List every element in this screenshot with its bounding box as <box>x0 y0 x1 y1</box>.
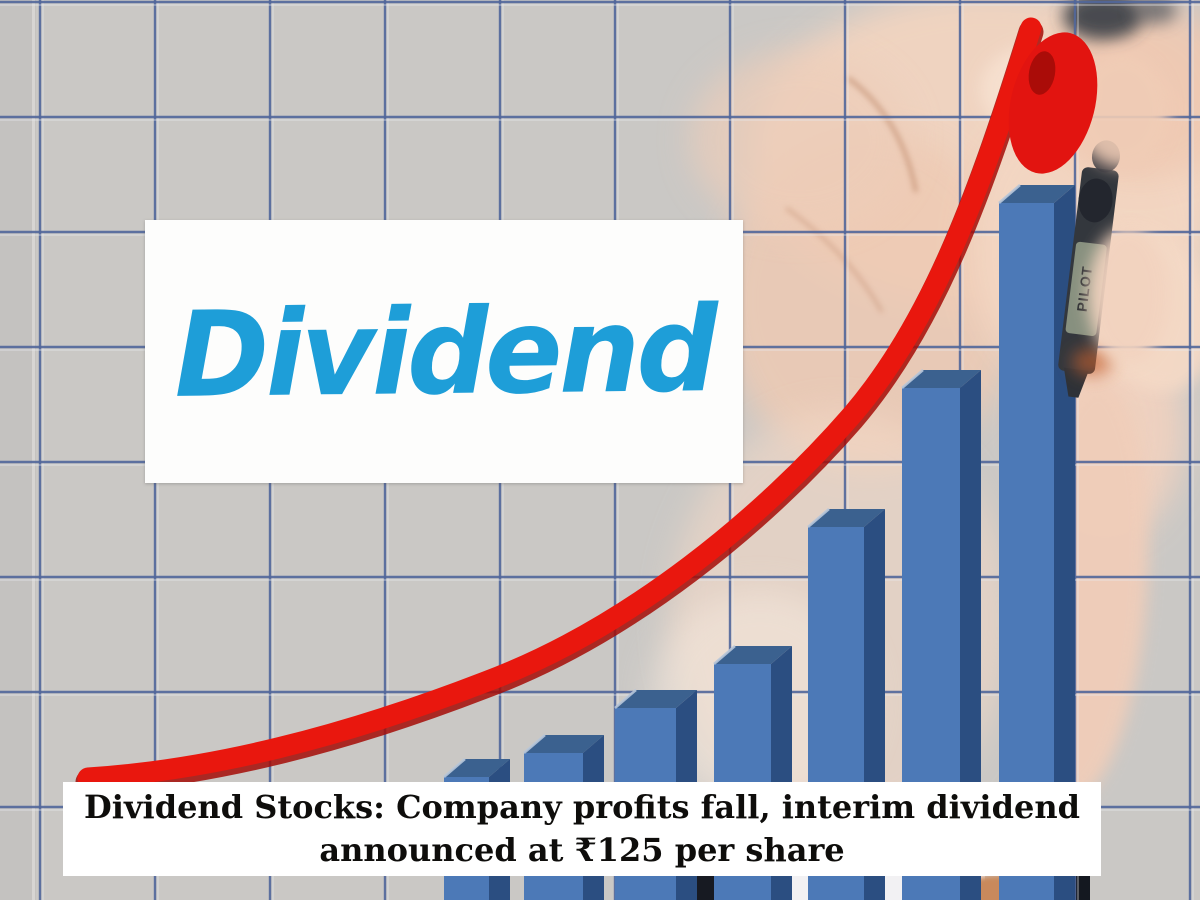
marker-tip-glow <box>1072 348 1112 376</box>
bar-top-face <box>615 690 697 708</box>
bar-top-face <box>902 370 981 388</box>
caption-banner: Dividend Stocks: Company profits fall, i… <box>63 782 1101 876</box>
left-edge-highlight <box>32 0 35 900</box>
bar-bevel-highlight <box>443 758 466 778</box>
bar-bevel-highlight <box>901 369 924 389</box>
finger-crease-line <box>846 76 918 193</box>
watermark-box: Dividend <box>145 220 743 483</box>
watermark-label: Dividend <box>173 279 715 424</box>
marker-grip-shadow <box>1078 178 1113 223</box>
curve-stroke <box>77 17 1042 789</box>
finger-crease-line <box>784 206 884 313</box>
bar-top-face <box>808 509 885 527</box>
bar-bevel-highlight <box>713 645 736 665</box>
marker-tip <box>1063 367 1089 398</box>
caption-line-1: Dividend Stocks: Company profits fall, i… <box>84 788 1080 826</box>
bar-side-face <box>960 370 981 900</box>
growth-curve <box>75 17 1098 795</box>
bar-bevel-highlight <box>523 734 546 754</box>
marker-cap-shadow <box>1063 0 1143 40</box>
bar-bevel-highlight <box>807 508 830 528</box>
index-finger-blob <box>1074 52 1170 168</box>
bar-top-face <box>524 735 604 753</box>
bar-bevel-highlight <box>614 689 637 709</box>
caption-line-2: announced at ₹125 per share <box>319 831 845 869</box>
finger-blob <box>690 50 910 230</box>
bar-top-face <box>714 646 792 664</box>
arrow-ink-core <box>1028 51 1056 95</box>
bar-bevel-highlight <box>998 184 1021 204</box>
bar-top-face <box>999 185 1075 203</box>
marker-cap-shadow <box>1133 0 1177 24</box>
thumb-tip-blob <box>1088 227 1168 363</box>
left-edge-strip <box>0 0 36 900</box>
